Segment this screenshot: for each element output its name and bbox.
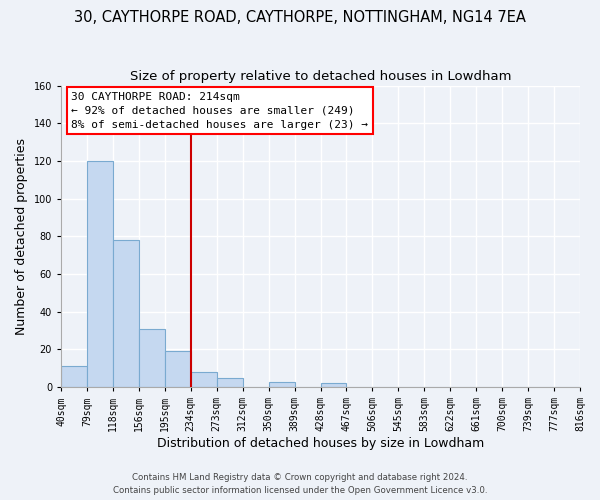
- Title: Size of property relative to detached houses in Lowdham: Size of property relative to detached ho…: [130, 70, 511, 83]
- Bar: [191, 372, 217, 387]
- Bar: [87, 161, 113, 387]
- Bar: [165, 352, 191, 387]
- Text: 30 CAYTHORPE ROAD: 214sqm
← 92% of detached houses are smaller (249)
8% of semi-: 30 CAYTHORPE ROAD: 214sqm ← 92% of detac…: [71, 92, 368, 130]
- Y-axis label: Number of detached properties: Number of detached properties: [15, 138, 28, 335]
- Bar: [320, 384, 346, 387]
- Text: Contains HM Land Registry data © Crown copyright and database right 2024.
Contai: Contains HM Land Registry data © Crown c…: [113, 474, 487, 495]
- Text: 30, CAYTHORPE ROAD, CAYTHORPE, NOTTINGHAM, NG14 7EA: 30, CAYTHORPE ROAD, CAYTHORPE, NOTTINGHA…: [74, 10, 526, 25]
- Bar: [61, 366, 87, 387]
- X-axis label: Distribution of detached houses by size in Lowdham: Distribution of detached houses by size …: [157, 437, 484, 450]
- Bar: [269, 382, 295, 387]
- Bar: [217, 378, 243, 387]
- Bar: [139, 328, 165, 387]
- Bar: [113, 240, 139, 387]
